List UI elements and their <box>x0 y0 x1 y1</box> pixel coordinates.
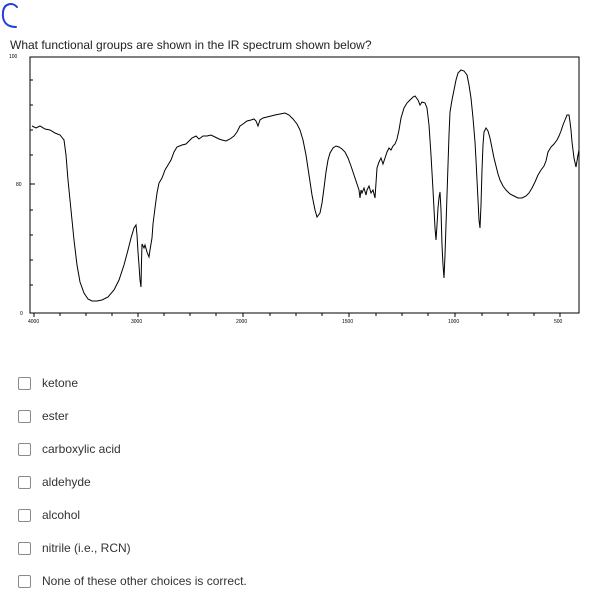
choice-label: carboxylic acid <box>42 442 121 456</box>
choice-label: None of these other choices is correct. <box>42 574 247 588</box>
checkbox-aldehyde[interactable] <box>18 476 31 489</box>
checkbox-carboxylic-acid[interactable] <box>18 443 31 456</box>
question-text: What functional groups are shown in the … <box>10 38 372 52</box>
x-tick-label-1000: 1000 <box>448 319 459 325</box>
spectrum-trace <box>31 69 580 302</box>
choice-label: nitrile (i.e., RCN) <box>42 541 131 555</box>
x-tick-label-3000: 3000 <box>131 319 142 325</box>
checkbox-none-of-these[interactable] <box>18 575 31 588</box>
y-tick-label-80: 80 <box>16 182 22 188</box>
answer-choices: ketone ester carboxylic acid aldehyde al… <box>18 375 247 606</box>
spectrum-frame <box>29 56 580 314</box>
checkbox-ester[interactable] <box>18 410 31 423</box>
choice-nitrile[interactable]: nitrile (i.e., RCN) <box>18 540 247 573</box>
choice-ketone[interactable]: ketone <box>18 375 247 408</box>
choice-label: ester <box>42 409 69 423</box>
y-axis-ticks <box>30 79 35 286</box>
choice-aldehyde[interactable]: aldehyde <box>18 474 247 507</box>
choice-ester[interactable]: ester <box>18 408 247 441</box>
checkbox-alcohol[interactable] <box>18 509 31 522</box>
choice-label: aldehyde <box>42 475 91 489</box>
y-tick-label-100: 100 <box>9 54 18 60</box>
x-tick-label-4000: 4000 <box>28 319 39 325</box>
checkbox-ketone[interactable] <box>18 377 31 390</box>
x-tick-label-500: 500 <box>554 319 563 325</box>
x-tick-label-2000: 2000 <box>236 319 247 325</box>
choice-alcohol[interactable]: alcohol <box>18 507 247 540</box>
handwritten-c-annotation <box>1 3 18 28</box>
checkbox-nitrile[interactable] <box>18 542 31 555</box>
choice-label: alcohol <box>42 508 81 522</box>
choice-label: ketone <box>42 376 79 390</box>
choice-none-of-these[interactable]: None of these other choices is correct. <box>18 573 247 606</box>
x-tick-label-1500: 1500 <box>342 319 353 325</box>
choice-carboxylic-acid[interactable]: carboxylic acid <box>18 441 247 474</box>
ir-spectrum-chart: 100 80 0 4000 3000 2000 1500 1000 500 <box>9 54 580 325</box>
x-axis-ticks <box>33 313 561 317</box>
y-tick-label-0: 0 <box>20 311 23 317</box>
